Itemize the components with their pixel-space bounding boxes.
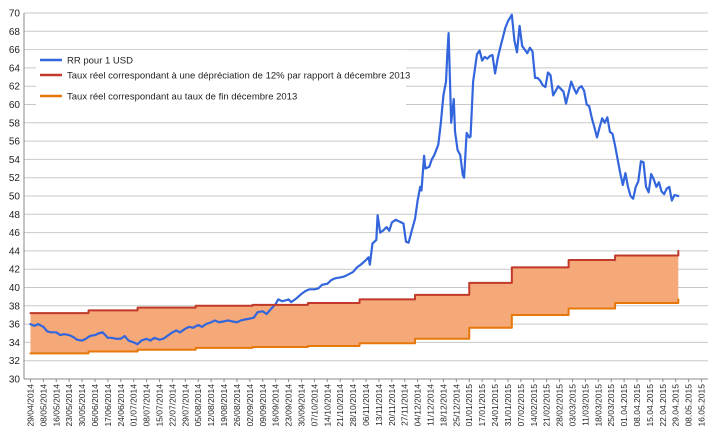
y-tick-label: 46	[9, 228, 21, 239]
y-tick-label: 30	[9, 375, 21, 386]
x-tick-label: 25/12/2014	[451, 384, 461, 427]
y-tick-labels: 30 32 34 36 38 40 42 44 46 48 50 52 54 56 58 60 62 64 66 68…	[9, 9, 21, 386]
y-tick-label: 44	[9, 246, 21, 257]
y-tick-label: 52	[9, 173, 21, 184]
x-tick-label: 23/09/2014	[284, 384, 294, 427]
x-tick-label: 08.04.2015	[632, 384, 642, 427]
x-tick-label: 14/02/2015	[529, 384, 539, 427]
y-tick-label: 60	[9, 100, 21, 111]
x-tick-label: 04/12/2014	[413, 384, 423, 427]
x-tick-label: 07/10/2014	[309, 384, 319, 427]
axes	[23, 13, 708, 382]
x-tick-label: 31/01/2015	[503, 384, 513, 427]
x-tick-label: 29/07/2014	[180, 384, 190, 427]
y-tick-label: 62	[9, 82, 21, 93]
x-tick-label: 30/05/2014	[77, 384, 87, 427]
x-tick-label: 15.04.2015	[645, 384, 655, 427]
legend-label-2: Taux réel correspondant au taux de fin d…	[67, 92, 297, 103]
x-tick-label: 29/04/2014	[25, 384, 35, 427]
y-tick-label: 66	[9, 45, 21, 56]
x-tick-label: 28/02/2015	[555, 384, 565, 427]
y-tick-label: 70	[9, 9, 21, 20]
x-tick-label: 18/03/2015	[593, 384, 603, 427]
legend: RR pour 1 USD Taux réel correspondant à u…	[36, 50, 410, 106]
x-tick-label: 22.04.2015	[658, 384, 668, 427]
y-tick-label: 68	[9, 27, 21, 38]
series-line-1	[29, 249, 680, 315]
x-tick-label: 15/07/2014	[155, 384, 165, 427]
x-tick-label: 18/12/2014	[438, 384, 448, 427]
x-tick-label: 21/02/2015	[542, 384, 552, 427]
x-tick-label: 13/11/2014	[374, 384, 384, 426]
y-tick-label: 34	[9, 338, 21, 349]
x-tick-label: 29.04.2015	[671, 384, 681, 427]
y-tick-label: 40	[9, 283, 21, 294]
x-tick-label: 16/05/2014	[51, 384, 61, 427]
x-tick-label: 11/03/2015	[580, 384, 590, 426]
x-tick-label: 08/07/2014	[142, 384, 152, 427]
x-tick-label: 16/09/2014	[271, 384, 281, 427]
x-tick-label: 01/07/2014	[129, 384, 139, 427]
x-tick-label: 22/07/2014	[167, 384, 177, 427]
x-tick-label: 30/09/2014	[296, 384, 306, 427]
x-tick-label: 01/01/2015	[464, 384, 474, 427]
x-tick-label: 27/11/2014	[400, 384, 410, 426]
x-tick-label: 14/10/2014	[322, 384, 332, 427]
x-tick-label: 24/06/2014	[116, 384, 126, 427]
series-line-2	[29, 298, 680, 355]
x-tick-label: 19/08/2014	[219, 384, 229, 427]
x-tick-label: 16.05.2015	[697, 384, 707, 427]
x-tick-label: 07/02/2015	[516, 384, 526, 427]
x-tick-labels: 29/04/2014 08/05/2014 16/05/2014 23/05/2014…	[25, 384, 706, 427]
x-tick-label: 02/09/2014	[245, 384, 255, 427]
x-tick-label: 12/08/2014	[206, 384, 216, 427]
x-tick-label: 23/05/2014	[64, 384, 74, 427]
legend-background	[36, 50, 406, 106]
x-tick-label: 05/08/2014	[193, 384, 203, 427]
x-tick-label: 06/11/2014	[361, 384, 371, 426]
legend-label-1: Taux réel correspondant à une dépréciati…	[67, 71, 410, 82]
y-tick-label: 42	[9, 265, 21, 276]
series-lines	[29, 13, 680, 355]
x-tick-label: 17/06/2014	[103, 384, 113, 427]
x-tick-label: 20/11/2014	[387, 384, 397, 426]
x-tick-label: 24/01/2015	[490, 384, 500, 427]
y-tick-label: 36	[9, 320, 21, 331]
y-tick-label: 56	[9, 137, 21, 148]
x-tick-label: 06/06/2014	[90, 384, 100, 427]
y-tick-label: 32	[9, 356, 21, 367]
x-tick-label: 09/09/2014	[258, 384, 268, 427]
x-tick-label: 08/05/2014	[38, 384, 48, 427]
x-tick-label: 21/10/2014	[335, 384, 345, 427]
y-tick-label: 50	[9, 192, 21, 203]
x-tick-label: 08.05.2015	[684, 384, 694, 427]
y-tick-label: 54	[9, 155, 21, 166]
x-tick-label: 25/03/2015	[606, 384, 616, 427]
y-tick-label: 64	[9, 63, 21, 74]
x-tick-label: 26/08/2014	[232, 384, 242, 427]
x-tick-label: 17/01/2015	[477, 384, 487, 427]
y-tick-label: 58	[9, 118, 21, 129]
x-tick-label: 03/03/2015	[567, 384, 577, 427]
x-tick-label: 01.04.2015	[619, 384, 629, 427]
series-line-0	[29, 13, 680, 346]
x-tick-label: 28/10/2014	[348, 384, 358, 427]
legend-label-0: RR pour 1 USD	[67, 56, 133, 67]
y-tick-label: 38	[9, 301, 21, 312]
y-tick-label: 48	[9, 210, 21, 221]
x-tick-label: 11/12/2014	[426, 384, 436, 426]
